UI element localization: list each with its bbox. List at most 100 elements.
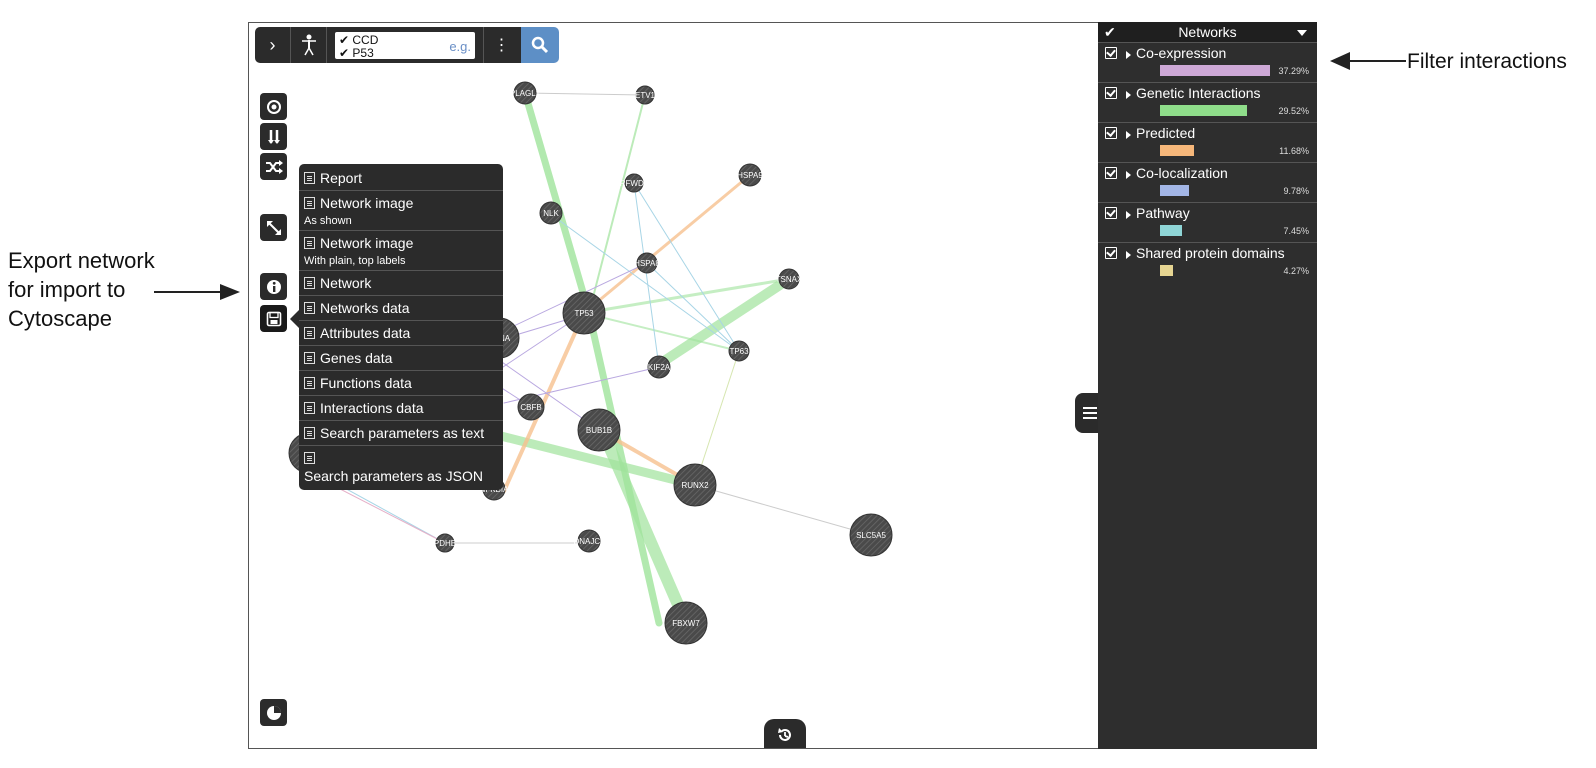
search-tokens: ✔ CCD ✔ P53	[339, 33, 379, 60]
expand-triangle-icon[interactable]	[1126, 211, 1131, 219]
networks-panel: ✔ Networks Co-expression 37.29% Genetic I…	[1098, 22, 1317, 749]
check-all-icon[interactable]: ✔	[1104, 24, 1116, 40]
node-pdhb: PDHB	[434, 539, 456, 548]
menu-item-networks-data[interactable]: Networks data	[299, 296, 503, 321]
node-rfwd2: RFWD2	[620, 179, 649, 188]
file-icon	[304, 276, 315, 289]
file-icon	[304, 326, 315, 339]
node-hspa9: HSPA9	[737, 171, 763, 180]
sort-arrows-icon	[267, 129, 280, 144]
caret-down-icon[interactable]	[1297, 30, 1307, 36]
search-placeholder: e.g.	[449, 39, 471, 54]
history-button[interactable]	[764, 719, 806, 748]
export-menu: Report Network image As shown Network ima…	[290, 164, 503, 490]
human-figure-icon	[301, 34, 316, 56]
shuffle-button[interactable]	[260, 153, 287, 180]
network-row[interactable]: Shared protein domains 4.27%	[1098, 243, 1317, 282]
search-toolbar: › ✔ CCD ✔ P53 e.g. ⋮	[255, 27, 559, 63]
network-row[interactable]: Genetic Interactions 29.52%	[1098, 83, 1317, 123]
node-bub1b: BUB1B	[586, 426, 612, 435]
menu-item-network-image-shown[interactable]: Network image As shown	[299, 191, 503, 231]
menu-item-functions-data[interactable]: Functions data	[299, 371, 503, 396]
export-annotation-line2: for import to	[8, 277, 126, 302]
node-tp63: TP63	[729, 347, 749, 356]
image-file-icon	[304, 196, 315, 209]
gene-search-input[interactable]: ✔ CCD ✔ P53 e.g.	[335, 32, 475, 59]
menu-item-search-params-json[interactable]: Search parameters as JSON	[299, 446, 503, 488]
center-view-button[interactable]	[260, 93, 287, 120]
menu-item-attributes-data[interactable]: Attributes data	[299, 321, 503, 346]
checkbox-icon[interactable]	[1105, 127, 1117, 139]
network-weight-bar	[1160, 105, 1247, 116]
menu-item-network[interactable]: Network	[299, 271, 503, 296]
node-dnajc7: DNAJC7	[573, 537, 605, 546]
more-vertical-icon: ⋮	[493, 37, 510, 54]
networks-header[interactable]: ✔ Networks	[1098, 22, 1317, 43]
checkbox-icon[interactable]	[1105, 87, 1117, 99]
options-button[interactable]: ⋮	[483, 27, 519, 63]
history-icon	[778, 727, 791, 741]
menu-item-search-params-text[interactable]: Search parameters as text	[299, 421, 503, 446]
menu-item-genes-data[interactable]: Genes data	[299, 346, 503, 371]
network-row[interactable]: Pathway 7.45%	[1098, 203, 1317, 243]
network-row[interactable]: Co-expression 37.29%	[1098, 43, 1317, 83]
search-button[interactable]	[521, 27, 559, 63]
node-etv1: ETV1	[635, 91, 656, 100]
node-slc5a5: SLC5A5	[856, 531, 886, 540]
checkbox-icon[interactable]	[1105, 207, 1117, 219]
search-icon	[531, 36, 549, 54]
organism-button[interactable]	[291, 27, 327, 63]
hamburger-icon	[1083, 407, 1097, 419]
menu-item-network-image-plain[interactable]: Network image With plain, top labels	[299, 231, 503, 271]
node-nlk: NLK	[543, 209, 559, 218]
network-list: Co-expression 37.29% Genetic Interactions…	[1098, 43, 1317, 282]
network-row[interactable]: Co-localization 9.78%	[1098, 163, 1317, 203]
expand-triangle-icon[interactable]	[1126, 51, 1131, 59]
checkbox-icon[interactable]	[1105, 167, 1117, 179]
shuffle-icon	[265, 159, 283, 174]
expand-triangle-icon[interactable]	[1126, 171, 1131, 179]
search-token-ccd: CCD	[352, 33, 379, 47]
export-annotation: Export network for import to Cytoscape	[8, 246, 155, 333]
export-annotation-line1: Export network	[8, 248, 155, 273]
checkbox-icon[interactable]	[1105, 47, 1117, 59]
pdf-file-icon	[304, 171, 315, 184]
node-plagl1: PLAGL1	[510, 89, 541, 98]
file-icon	[304, 401, 315, 414]
menu-item-report[interactable]: Report	[299, 166, 503, 191]
node-hspa8: HSPA8	[634, 259, 660, 268]
pie-chart-icon	[266, 705, 281, 720]
info-button[interactable]	[260, 273, 287, 300]
fit-button[interactable]	[260, 214, 287, 241]
node-fbxw7: FBXW7	[672, 619, 700, 628]
code-file-icon	[304, 451, 315, 464]
network-row[interactable]: Predicted 11.68%	[1098, 123, 1317, 163]
menu-item-interactions-data[interactable]: Interactions data	[299, 396, 503, 421]
node-kif2a: KIF2A	[648, 363, 671, 372]
file-icon	[304, 351, 315, 364]
expand-triangle-icon[interactable]	[1126, 131, 1131, 139]
node-tp53: TP53	[574, 309, 594, 318]
info-icon	[266, 279, 281, 294]
checkbox-icon[interactable]	[1105, 247, 1117, 259]
network-weight-bar	[1160, 265, 1173, 276]
floppy-disk-icon	[266, 311, 281, 326]
export-annotation-line3: Cytoscape	[8, 306, 112, 331]
target-icon	[266, 99, 281, 114]
image-file-icon	[304, 236, 315, 249]
expand-triangle-icon[interactable]	[1126, 91, 1131, 99]
file-icon	[304, 376, 315, 389]
resize-arrows-icon	[266, 220, 281, 235]
expand-triangle-icon[interactable]	[1126, 251, 1131, 259]
legend-button[interactable]	[260, 699, 287, 726]
expand-button[interactable]: ›	[255, 27, 291, 63]
save-button[interactable]	[260, 305, 287, 332]
file-icon	[304, 301, 315, 314]
network-weight-bar	[1160, 145, 1194, 156]
export-arrow-icon	[154, 284, 240, 300]
networks-title: Networks	[1178, 24, 1237, 40]
node-tsnax: TSNAX	[776, 275, 803, 284]
layout-button[interactable]	[260, 123, 287, 150]
node-cbfb: CBFB	[520, 403, 541, 412]
filter-annotation: Filter interactions	[1407, 50, 1567, 73]
